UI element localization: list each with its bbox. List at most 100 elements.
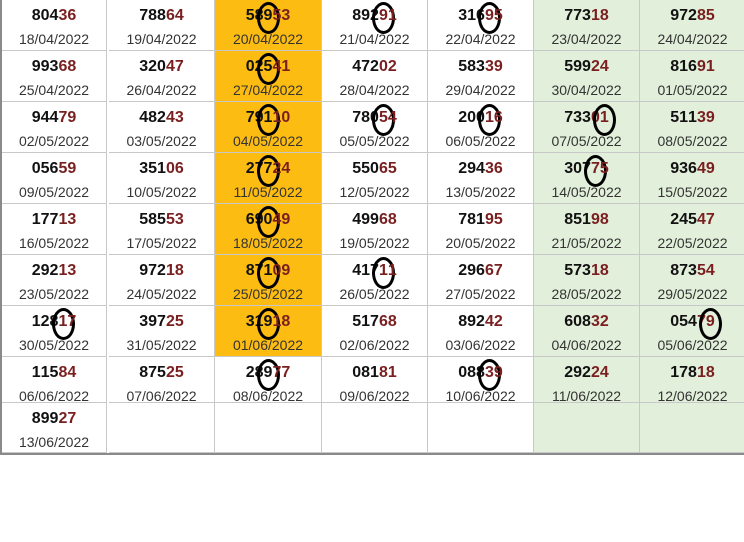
result-date: 05/06/2022 <box>657 337 728 353</box>
result-cell: 47202 28/04/2022 <box>322 51 428 102</box>
circled-digit: 9 <box>257 359 280 391</box>
digit: 7 <box>705 211 715 228</box>
results-table: 80436 18/04/2022 78864 19/04/2022 58953 20/04… <box>0 0 744 455</box>
result-date: 18/05/2022 <box>232 235 304 251</box>
digit: 8 <box>387 211 397 228</box>
digit: 6 <box>378 313 388 330</box>
result-date: 19/05/2022 <box>339 235 410 251</box>
digit: 7 <box>148 364 158 381</box>
result-number: 87525 <box>109 363 214 383</box>
digit: 5 <box>679 313 689 330</box>
result-date: 07/06/2022 <box>126 388 197 403</box>
digit: 3 <box>67 211 77 228</box>
digit: 7 <box>679 364 689 381</box>
digit: 1 <box>40 364 50 381</box>
result-cell: 41711 26/05/2022 <box>322 255 428 306</box>
result-number: 57318 <box>534 261 639 281</box>
digit: 2 <box>157 262 166 279</box>
digit: 8 <box>467 58 477 75</box>
result-number: 17713 <box>2 210 106 230</box>
digit: 1 <box>281 58 291 75</box>
digit: 2 <box>58 410 68 427</box>
digit: 1 <box>31 211 41 228</box>
digit: 8 <box>352 7 362 24</box>
result-cell: 20016 06/05/2022 <box>428 102 534 153</box>
digit: 9 <box>361 211 371 228</box>
digit: 3 <box>582 262 591 279</box>
digit: 7 <box>58 109 68 126</box>
result-cell: 77318 23/04/2022 <box>534 0 640 51</box>
result-cell: 11584 06/06/2022 <box>2 357 107 403</box>
result-number: 08839 <box>428 359 533 391</box>
result-number: 02541 <box>215 53 321 85</box>
digit: 9 <box>670 160 680 177</box>
result-cell: 05659 09/05/2022 <box>2 153 107 204</box>
result-date: 01/05/2022 <box>657 82 728 98</box>
digit: 4 <box>484 313 494 330</box>
digit: 8 <box>361 364 371 381</box>
result-number: 49968 <box>322 210 427 230</box>
result-date: 11/05/2022 <box>233 184 303 200</box>
circled-digit: 3 <box>478 359 502 391</box>
result-cell: 58953 20/04/2022 <box>215 0 322 51</box>
digit: 8 <box>378 364 388 381</box>
digit: 2 <box>476 313 485 330</box>
digit: 0 <box>458 364 468 381</box>
result-cell: 39725 31/05/2022 <box>109 306 215 357</box>
digit: 9 <box>467 160 477 177</box>
result-date: 12/05/2022 <box>339 184 410 200</box>
digit: 8 <box>705 364 715 381</box>
result-cell: 08839 10/06/2022 <box>428 357 534 403</box>
result-number: 93649 <box>640 159 744 179</box>
digit: 1 <box>31 364 41 381</box>
result-number: 89291 <box>322 2 427 34</box>
digit: 4 <box>272 211 282 228</box>
digit: 4 <box>688 313 697 330</box>
digit: 1 <box>387 7 397 24</box>
digit: 8 <box>148 109 158 126</box>
digit: 7 <box>139 7 149 24</box>
digit: 2 <box>40 313 50 330</box>
digit: 4 <box>139 109 149 126</box>
digit: 7 <box>573 262 583 279</box>
result-number: 79110 <box>215 104 321 136</box>
digit: 5 <box>157 364 166 381</box>
circled-digit: 0 <box>257 206 280 238</box>
result-date: 31/05/2022 <box>126 337 197 353</box>
digit: 5 <box>148 160 158 177</box>
digit: 9 <box>31 58 41 75</box>
digit: 2 <box>458 160 468 177</box>
digit: 5 <box>458 58 468 75</box>
result-number: 48243 <box>109 108 214 128</box>
digit: 8 <box>458 313 468 330</box>
result-cell: 60832 04/06/2022 <box>534 306 640 357</box>
digit: 1 <box>688 109 697 126</box>
digit: 8 <box>688 364 697 381</box>
digit: 7 <box>281 364 291 381</box>
digit: 6 <box>493 160 503 177</box>
digit: 9 <box>67 109 77 126</box>
result-date: 03/06/2022 <box>445 337 516 353</box>
digit: 5 <box>564 58 574 75</box>
digit: 2 <box>688 7 697 24</box>
digit: 5 <box>352 313 362 330</box>
digit: 5 <box>361 160 371 177</box>
result-date: 23/05/2022 <box>18 286 90 302</box>
digit: 2 <box>31 262 41 279</box>
digit: 0 <box>40 7 50 24</box>
digit: 4 <box>352 58 362 75</box>
result-number: 05479 <box>640 308 744 340</box>
digit: 0 <box>467 109 477 126</box>
result-date: 18/04/2022 <box>18 31 90 47</box>
digit: 8 <box>67 58 77 75</box>
digit: 8 <box>157 7 166 24</box>
result-number: 73301 <box>534 104 639 136</box>
result-date: 19/04/2022 <box>126 31 197 47</box>
digit: 5 <box>387 160 397 177</box>
result-number: 87354 <box>640 261 744 281</box>
result-cell: 29213 23/05/2022 <box>2 255 107 306</box>
digit: 1 <box>582 211 591 228</box>
digit: 5 <box>573 211 583 228</box>
digit: 9 <box>467 313 477 330</box>
digit: 9 <box>467 262 477 279</box>
